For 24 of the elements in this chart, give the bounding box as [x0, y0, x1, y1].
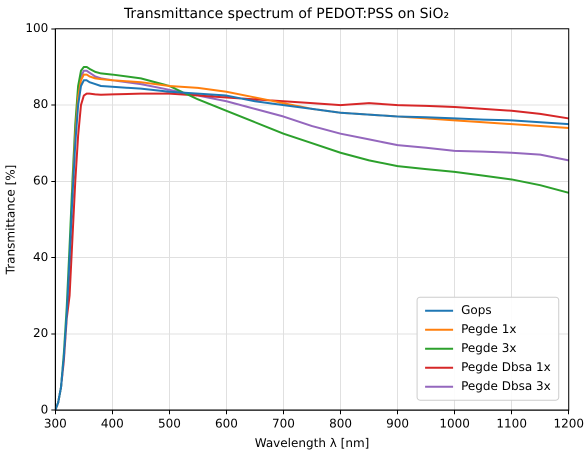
- x-tick-label: 900: [386, 416, 410, 431]
- y-axis-title: Transmittance [%]: [3, 164, 18, 276]
- x-tick-label: 600: [214, 416, 238, 431]
- x-tick-label: 1100: [496, 416, 527, 431]
- x-tick-label: 500: [158, 416, 181, 431]
- x-tick-label: 300: [44, 416, 67, 431]
- legend-label: Pegde Dbsa 3x: [461, 378, 551, 393]
- x-tick-label: 800: [329, 416, 352, 431]
- legend-label: Gops: [461, 302, 492, 317]
- chart-title: Transmittance spectrum of PEDOT:PSS on SiO₂: [122, 6, 450, 22]
- y-tick-label: 40: [33, 250, 48, 264]
- x-tick-label: 1000: [439, 416, 470, 431]
- y-tick-label: 20: [33, 326, 48, 340]
- y-tick-label: 80: [33, 97, 48, 112]
- legend-label: Pegde 1x: [461, 322, 516, 336]
- y-tick-label: 100: [25, 20, 48, 35]
- legend-label: Pegde Dbsa 1x: [461, 360, 551, 374]
- y-tick-label: 60: [33, 173, 48, 188]
- x-tick-label: 400: [100, 416, 124, 431]
- x-tick-label: 1200: [553, 416, 584, 431]
- x-tick-label: 700: [272, 416, 295, 431]
- x-axis-title: Wavelength λ [nm]: [254, 436, 370, 450]
- legend-label: Pegde 3x: [461, 340, 516, 355]
- y-tick-label: 0: [40, 402, 48, 416]
